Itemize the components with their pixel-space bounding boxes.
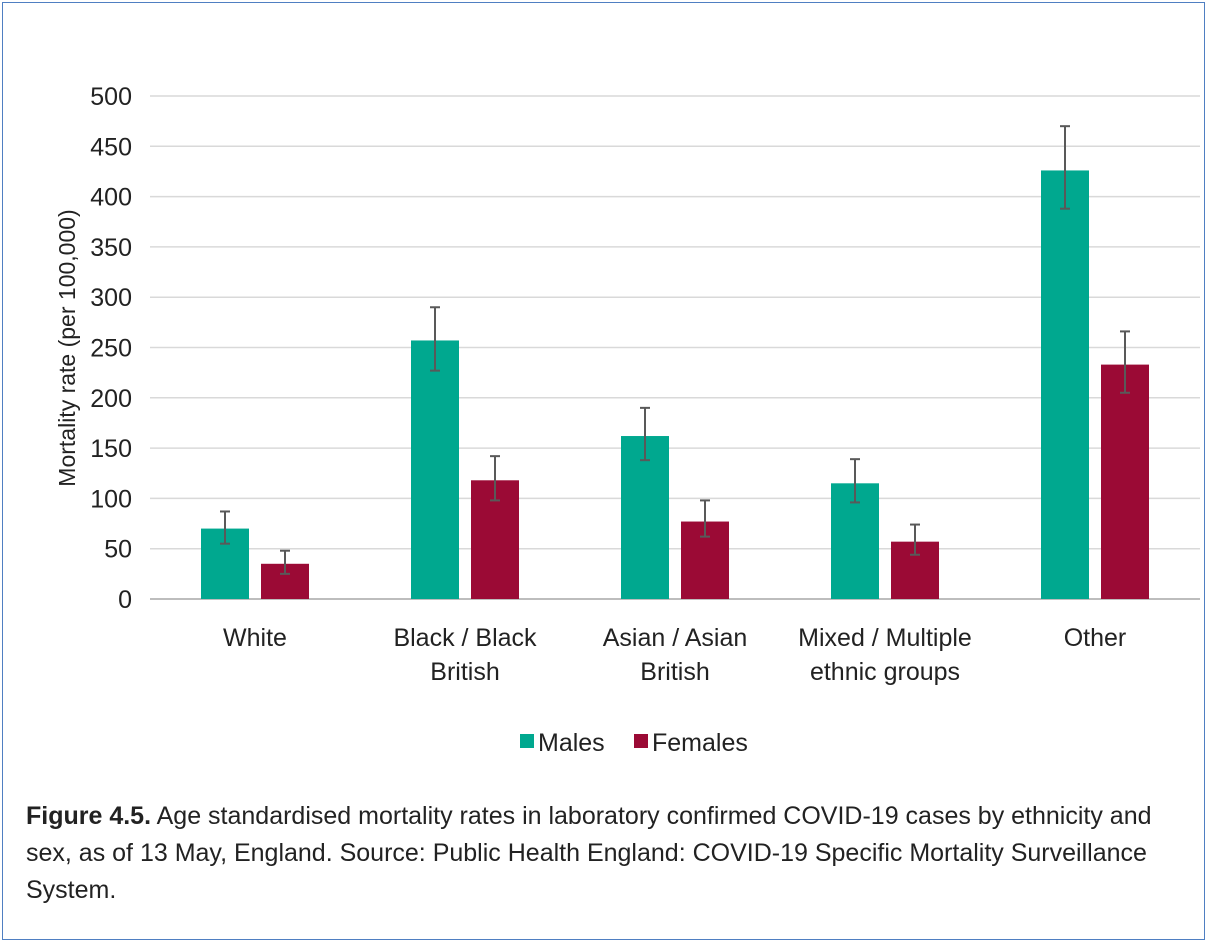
figure-label: Figure 4.5. xyxy=(26,802,152,830)
y-tick-label: 100 xyxy=(90,485,132,513)
y-tick-label: 350 xyxy=(90,234,132,262)
bar-females xyxy=(1101,364,1149,599)
category-label: Asian / Asian British xyxy=(603,624,748,686)
bar-males xyxy=(621,436,669,599)
bar-chart: 0 50 100 150 200 250 300 350 400 450 500 White Blac… xyxy=(54,83,1200,757)
y-tick-label: 300 xyxy=(90,284,132,312)
bar-males xyxy=(411,340,459,599)
error-bars xyxy=(220,125,1130,575)
category-label: Mixed / Multiple ethnic groups xyxy=(798,624,972,686)
grid-lines xyxy=(150,95,1200,600)
legend-swatch-females xyxy=(634,734,648,748)
y-tick-label: 250 xyxy=(90,335,132,363)
bar-males xyxy=(1041,170,1089,599)
y-tick-label: 500 xyxy=(90,83,132,111)
legend-swatch-males xyxy=(520,734,534,748)
x-axis-categories: White Black / Black British Asian / Asian Br… xyxy=(223,624,1126,686)
category-label: Black / Black British xyxy=(393,624,537,686)
category-label: White xyxy=(223,624,287,652)
y-tick-label: 150 xyxy=(90,435,132,463)
y-tick-label: 50 xyxy=(104,536,132,564)
y-tick-label: 450 xyxy=(90,133,132,161)
legend: Males Females xyxy=(520,729,748,757)
y-tick-label: 0 xyxy=(118,586,132,614)
figure-caption: Figure 4.5. Age standardised mortality r… xyxy=(26,798,1176,909)
caption-text: Age standardised mortality rates in labo… xyxy=(26,802,1152,904)
category-label: Other xyxy=(1064,624,1127,652)
y-tick-label: 200 xyxy=(90,385,132,413)
y-axis-ticks: 0 50 100 150 200 250 300 350 400 450 500 xyxy=(90,83,132,614)
y-axis-label: Mortality rate (per 100,000) xyxy=(54,209,80,486)
y-tick-label: 400 xyxy=(90,184,132,212)
legend-label-females: Females xyxy=(652,729,748,757)
legend-label-males: Males xyxy=(538,729,605,757)
bars xyxy=(201,170,1149,599)
